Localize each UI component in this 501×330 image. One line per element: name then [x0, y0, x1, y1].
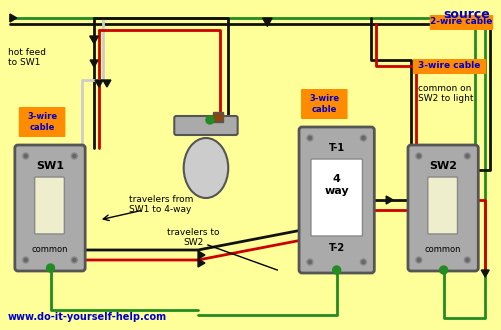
Circle shape: [415, 257, 421, 263]
Circle shape: [307, 135, 312, 141]
FancyBboxPatch shape: [19, 107, 65, 137]
FancyBboxPatch shape: [301, 89, 347, 119]
Text: 3-wire
cable: 3-wire cable: [309, 94, 339, 114]
FancyBboxPatch shape: [299, 127, 374, 273]
Polygon shape: [95, 80, 103, 87]
Text: travelers to
SW2: travelers to SW2: [166, 228, 219, 248]
Text: T-1: T-1: [328, 143, 344, 153]
Circle shape: [73, 154, 76, 157]
FancyBboxPatch shape: [412, 59, 485, 74]
Text: SW2: SW2: [428, 161, 456, 171]
Text: common on
SW2 to light: common on SW2 to light: [417, 84, 472, 103]
Circle shape: [308, 137, 311, 140]
Polygon shape: [103, 80, 111, 87]
Circle shape: [24, 154, 27, 157]
Ellipse shape: [183, 138, 228, 198]
Text: common: common: [32, 246, 68, 254]
Circle shape: [71, 257, 77, 263]
Circle shape: [24, 258, 27, 261]
FancyBboxPatch shape: [427, 177, 456, 234]
Text: www.do-it-yourself-help.com: www.do-it-yourself-help.com: [8, 312, 167, 322]
Circle shape: [439, 266, 447, 274]
Text: 3-wire cable: 3-wire cable: [417, 61, 480, 71]
Polygon shape: [198, 251, 204, 259]
Polygon shape: [262, 18, 272, 26]
Circle shape: [47, 264, 54, 272]
FancyBboxPatch shape: [174, 116, 237, 135]
FancyBboxPatch shape: [15, 145, 85, 271]
FancyBboxPatch shape: [407, 145, 477, 271]
Circle shape: [360, 135, 366, 141]
Text: travelers from
SW1 to 4-way: travelers from SW1 to 4-way: [128, 195, 193, 215]
Polygon shape: [10, 14, 17, 22]
Circle shape: [465, 258, 468, 261]
Text: 2-wire cable: 2-wire cable: [429, 17, 491, 26]
Circle shape: [360, 259, 366, 265]
Text: 3-wire
cable: 3-wire cable: [27, 112, 57, 132]
Polygon shape: [385, 196, 392, 204]
Circle shape: [205, 116, 213, 124]
Polygon shape: [90, 60, 98, 67]
Circle shape: [307, 259, 312, 265]
Bar: [212, 112, 222, 122]
Circle shape: [463, 153, 469, 159]
Text: common: common: [424, 246, 460, 254]
Circle shape: [23, 257, 29, 263]
Circle shape: [465, 154, 468, 157]
Circle shape: [308, 260, 311, 263]
Circle shape: [361, 260, 364, 263]
Text: source: source: [443, 8, 489, 21]
Circle shape: [416, 258, 419, 261]
Circle shape: [73, 258, 76, 261]
Polygon shape: [90, 36, 98, 44]
Polygon shape: [480, 270, 488, 277]
Circle shape: [361, 137, 364, 140]
FancyBboxPatch shape: [35, 177, 64, 234]
Text: 4
way: 4 way: [324, 174, 348, 196]
Text: hot feed
to SW1: hot feed to SW1: [8, 48, 46, 67]
Polygon shape: [198, 259, 204, 267]
Circle shape: [415, 153, 421, 159]
Text: SW1: SW1: [36, 161, 64, 171]
Circle shape: [463, 257, 469, 263]
FancyBboxPatch shape: [429, 15, 492, 30]
Circle shape: [71, 153, 77, 159]
Circle shape: [23, 153, 29, 159]
Circle shape: [332, 266, 340, 274]
Circle shape: [416, 154, 419, 157]
FancyBboxPatch shape: [310, 159, 362, 236]
Text: T-2: T-2: [328, 243, 344, 253]
